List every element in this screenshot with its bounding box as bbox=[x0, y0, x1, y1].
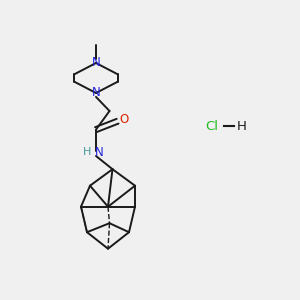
Text: N: N bbox=[92, 56, 100, 70]
Text: N: N bbox=[92, 86, 100, 100]
Text: H: H bbox=[83, 147, 91, 157]
Text: N: N bbox=[94, 146, 103, 159]
Text: O: O bbox=[120, 113, 129, 126]
Text: Cl: Cl bbox=[205, 119, 218, 133]
Text: H: H bbox=[237, 119, 246, 133]
